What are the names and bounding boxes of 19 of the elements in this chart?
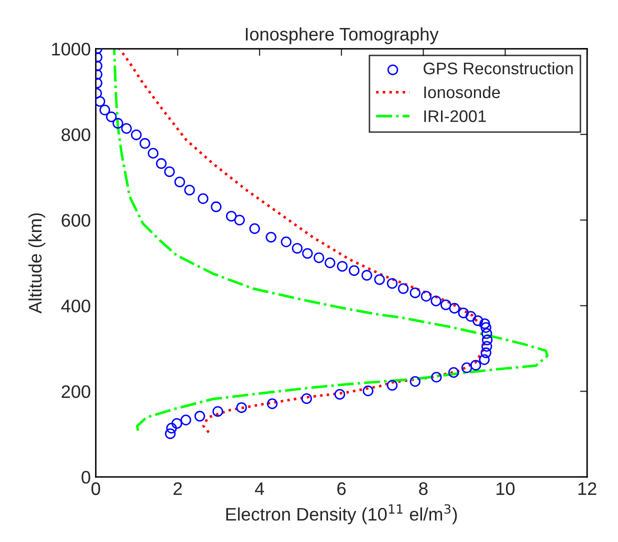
y-tick-label: 1000 [52,42,90,56]
x-tick-label: 8 [419,482,428,496]
y-tick-label: 800 [62,128,90,142]
chart-title: Ionosphere Tomography [246,27,439,44]
y-tick-label: 0 [82,470,90,484]
x-tick-label: 0 [91,482,100,496]
x-tick-label: 2 [174,482,182,495]
x-tick-label: 12 [578,482,596,495]
y-tick-label: 600 [62,214,90,227]
x-tick-label: 4 [254,482,264,495]
y-tick-label: 200 [62,385,90,398]
x-tick-label: 6 [337,482,346,496]
legend-label: IRI-2001 [424,110,486,122]
legend-label: GPS Reconstruction [424,62,573,74]
x-axis-title: Electron Density (10$^{11}$ el/m$^{3}$) [226,504,457,524]
legend-label: Ionosonde [424,86,500,98]
y-tick-label: 400 [61,300,90,312]
y-axis-title: Altitude (km) [28,213,46,314]
x-tick-label: 10 [496,482,515,496]
